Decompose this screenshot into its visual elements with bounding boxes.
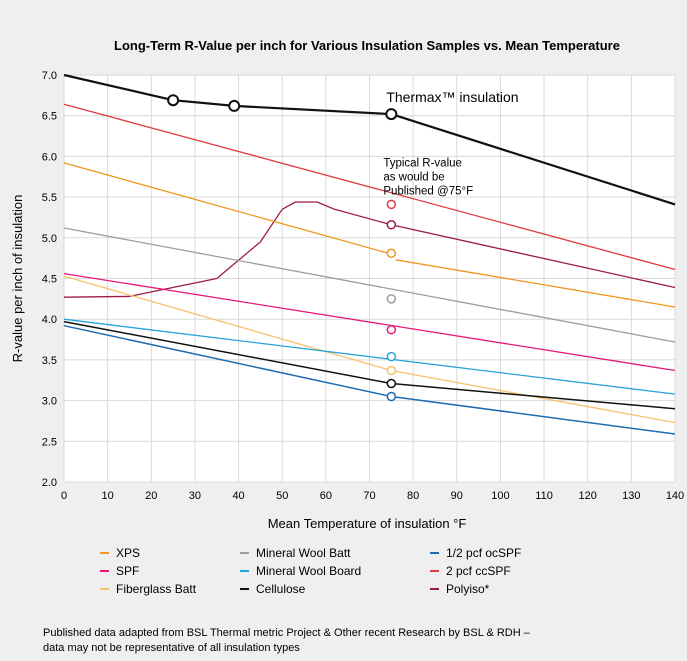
series-marker — [386, 220, 397, 230]
series-marker — [386, 248, 397, 259]
series-line — [63, 201, 676, 298]
y-axis-label: R-value per inch of insulation — [10, 195, 25, 363]
legend-swatch — [430, 570, 439, 572]
x-tick-label: 10 — [102, 490, 114, 502]
y-tick-label: 5.0 — [42, 233, 57, 245]
legend-item: 1/2 pcf ocSPF — [430, 546, 590, 560]
legend-item: 2 pcf ccSPF — [430, 564, 590, 578]
legend-label: Cellulose — [256, 582, 306, 596]
y-tick-label: 7.0 — [42, 70, 57, 82]
series-line — [63, 227, 676, 343]
chart-title: Long-Term R-Value per inch for Various I… — [114, 38, 620, 53]
legend-label: Polyiso* — [446, 582, 490, 596]
legend-swatch — [240, 570, 249, 572]
legend-item: Cellulose — [240, 582, 430, 596]
series-marker — [386, 378, 397, 389]
legend-swatch — [100, 570, 109, 572]
y-tick-label: 6.0 — [42, 151, 57, 163]
y-tick-label: 3.0 — [42, 396, 57, 408]
legend-label: Mineral Wool Batt — [256, 546, 351, 560]
legend-item: Mineral Wool Batt — [240, 546, 430, 560]
footnote: Published data adapted from BSL Thermal … — [43, 627, 530, 654]
legend-label: 1/2 pcf ocSPF — [446, 546, 522, 560]
legend-swatch — [430, 588, 439, 590]
annotation-typical: Typical R-value — [383, 158, 462, 170]
series-marker — [386, 294, 397, 304]
series-marker — [386, 325, 397, 335]
annotation-typical: as would be — [383, 172, 444, 184]
annotation-thermax: Thermax™ insulation — [386, 89, 518, 105]
series-marker — [385, 108, 398, 121]
series-marker — [167, 94, 180, 107]
x-tick-label: 120 — [579, 490, 597, 502]
series-line — [395, 259, 676, 308]
y-tick-label: 4.5 — [42, 274, 57, 286]
x-tick-label: 70 — [363, 490, 375, 502]
x-tick-label: 60 — [320, 490, 332, 502]
x-tick-label: 30 — [189, 490, 201, 502]
legend-label: SPF — [116, 564, 140, 578]
series-marker — [228, 99, 241, 112]
legend-item: Mineral Wool Board — [240, 564, 430, 578]
legend-swatch — [100, 588, 109, 590]
x-tick-label: 130 — [622, 490, 640, 502]
x-tick-label: 40 — [232, 490, 244, 502]
y-tick-label: 3.5 — [42, 355, 57, 367]
legend-label: XPS — [116, 546, 141, 560]
legend-label: Fiberglass Batt — [116, 582, 197, 596]
x-tick-label: 0 — [61, 490, 67, 502]
legend: XPS Mineral Wool Batt 1/2 pcf ocSPF SPF Mine… — [100, 546, 590, 596]
y-tick-label: 2.5 — [42, 436, 57, 448]
legend-item: SPF — [100, 564, 240, 578]
series-marker — [386, 391, 397, 402]
series-line — [63, 272, 676, 372]
y-tick-label: 2.0 — [42, 477, 57, 489]
x-tick-label: 20 — [145, 490, 157, 502]
series-line — [63, 162, 392, 255]
legend-item: Polyiso* — [430, 582, 590, 596]
y-tick-label: 6.5 — [42, 111, 57, 123]
legend-item: Fiberglass Batt — [100, 582, 240, 596]
legend-swatch — [100, 552, 109, 554]
x-tick-label: 140 — [666, 490, 684, 502]
series-marker — [386, 365, 397, 376]
series-line — [63, 103, 676, 271]
series-marker — [386, 199, 397, 210]
annotation-typical: Published @75°F — [383, 186, 473, 198]
x-tick-label: 80 — [407, 490, 419, 502]
x-axis-label: Mean Temperature of insulation °F — [268, 516, 467, 531]
x-tick-label: 90 — [451, 490, 463, 502]
y-tick-label: 4.0 — [42, 314, 57, 326]
series-line — [63, 318, 676, 395]
legend-swatch — [240, 588, 249, 590]
series-marker — [386, 351, 397, 362]
x-tick-label: 100 — [491, 490, 509, 502]
legend-swatch — [430, 552, 439, 554]
legend-swatch — [240, 552, 249, 554]
x-tick-label: 50 — [276, 490, 288, 502]
y-tick-label: 5.5 — [42, 192, 57, 204]
x-tick-label: 110 — [535, 490, 553, 502]
legend-item: XPS — [100, 546, 240, 560]
legend-label: 2 pcf ccSPF — [446, 564, 511, 578]
legend-label: Mineral Wool Board — [256, 564, 362, 578]
